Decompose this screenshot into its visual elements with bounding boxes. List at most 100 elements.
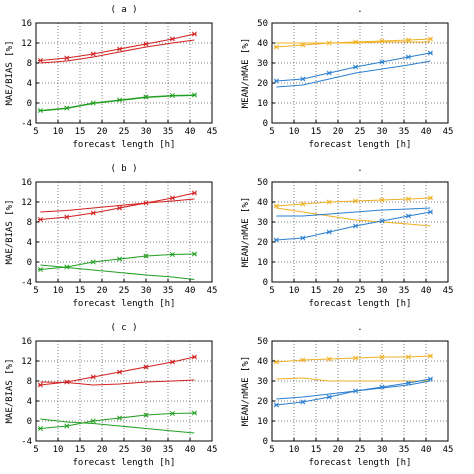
x-tick-label: 15 — [75, 127, 86, 137]
chart-panel: 5 10 15 20 25 30 35 40 45 0 10 20 30 40 50. forecast le… — [241, 323, 453, 468]
data-point — [90, 374, 96, 380]
y-tick-label: 16 — [21, 178, 32, 188]
x-tick-label: 30 — [377, 445, 388, 455]
series-line — [276, 377, 431, 382]
chart-panel: 5 10 15 20 25 30 35 40 45 -4 0 4 8 12 16 ( c ) forecast … — [5, 323, 217, 468]
y-tick-label: 20 — [257, 79, 268, 89]
y-axis-label: MEAN/nMAE [%] — [241, 197, 251, 267]
x-tick-label: 40 — [185, 127, 196, 137]
data-point — [169, 251, 175, 258]
x-tick-label: 40 — [185, 286, 196, 296]
y-tick-label: 8 — [27, 218, 32, 228]
data-point — [273, 44, 279, 50]
chart-panel: 5 10 15 20 25 30 35 40 45 -4 0 4 8 12 16 ( b ) forecast … — [5, 164, 217, 309]
x-axis-label: forecast length [h] — [73, 140, 176, 150]
x-tick-label: 30 — [377, 286, 388, 296]
y-tick-label: 12 — [21, 198, 32, 208]
x-tick-label: 5 — [269, 286, 274, 296]
y-tick-label: 20 — [257, 238, 268, 248]
x-tick-label: 25 — [119, 286, 130, 296]
x-tick-label: 20 — [97, 286, 108, 296]
x-tick-label: 35 — [163, 286, 174, 296]
data-point — [300, 201, 306, 207]
series-line — [276, 41, 431, 44]
y-tick-label: 0 — [27, 417, 32, 427]
data-point — [353, 355, 359, 361]
data-point — [379, 59, 385, 65]
y-tick-label: -4 — [21, 278, 32, 288]
y-tick-label: 50 — [257, 337, 268, 347]
data-point — [64, 423, 70, 429]
x-tick-label: 15 — [311, 445, 322, 455]
data-point — [64, 214, 70, 220]
series-line — [40, 94, 195, 112]
data-point — [326, 356, 332, 362]
y-axis-label: MAE/BIAS [%] — [5, 358, 15, 423]
x-tick-label: 45 — [207, 286, 218, 296]
data-point — [427, 353, 433, 359]
data-point — [117, 205, 123, 211]
y-tick-label: 10 — [257, 99, 268, 109]
x-tick-label: 10 — [53, 127, 64, 137]
x-tick-label: 5 — [33, 127, 38, 137]
y-tick-label: 16 — [21, 337, 32, 347]
data-point — [37, 216, 43, 223]
data-point — [90, 259, 96, 265]
data-point — [427, 50, 433, 56]
data-point — [300, 235, 306, 241]
data-point — [300, 76, 306, 82]
data-point — [379, 218, 385, 224]
x-tick-label: 25 — [119, 127, 130, 137]
data-point — [273, 402, 279, 408]
x-tick-label: 5 — [269, 127, 274, 137]
x-axis-label: forecast length [h] — [309, 299, 412, 309]
y-tick-label: 50 — [257, 19, 268, 29]
series-line — [40, 39, 195, 64]
x-tick-label: 10 — [289, 127, 300, 137]
x-tick-label: 35 — [163, 445, 174, 455]
data-point — [117, 415, 123, 421]
y-tick-label: 40 — [257, 357, 268, 367]
x-tick-label: 35 — [399, 286, 410, 296]
data-point — [191, 410, 197, 416]
x-tick-label: 40 — [421, 445, 432, 455]
y-tick-label: 0 — [263, 437, 268, 447]
x-tick-label: 5 — [33, 445, 38, 455]
x-tick-label: 25 — [355, 127, 366, 137]
data-point — [427, 36, 433, 42]
series-line — [40, 198, 195, 213]
x-tick-label: 30 — [377, 127, 388, 137]
x-axis-label: forecast length [h] — [73, 299, 176, 309]
y-tick-label: 12 — [21, 357, 32, 367]
chart-panel: 5 10 15 20 25 30 35 40 45 0 10 20 30 40 50. forecast le… — [241, 5, 453, 150]
data-point — [326, 70, 332, 76]
data-point — [37, 425, 43, 432]
x-tick-label: 15 — [75, 445, 86, 455]
chart-panel: 5 10 15 20 25 30 35 40 45 -4 0 4 8 12 16 ( a ) forecast … — [5, 5, 217, 150]
x-tick-label: 10 — [53, 445, 64, 455]
data-point — [405, 196, 411, 202]
y-tick-label: 4 — [27, 79, 32, 89]
y-tick-label: 30 — [257, 377, 268, 387]
data-point — [405, 354, 411, 360]
data-point — [273, 359, 279, 365]
series-line — [276, 207, 431, 217]
x-tick-label: 20 — [97, 445, 108, 455]
x-tick-label: 30 — [141, 286, 152, 296]
y-axis-label: MEAN/nMAE [%] — [241, 38, 251, 108]
data-point — [143, 253, 149, 259]
y-tick-label: 10 — [257, 258, 268, 268]
y-tick-label: -4 — [21, 437, 32, 447]
data-point — [379, 354, 385, 360]
series-line — [276, 207, 431, 227]
x-tick-label: 10 — [53, 286, 64, 296]
chart-title: . — [357, 164, 362, 174]
data-point — [169, 36, 175, 42]
x-axis-label: forecast length [h] — [73, 458, 176, 468]
x-tick-label: 10 — [289, 445, 300, 455]
data-point — [427, 195, 433, 201]
x-tick-label: 40 — [185, 445, 196, 455]
data-point — [405, 54, 411, 60]
y-tick-label: 8 — [27, 377, 32, 387]
data-point — [117, 369, 123, 375]
